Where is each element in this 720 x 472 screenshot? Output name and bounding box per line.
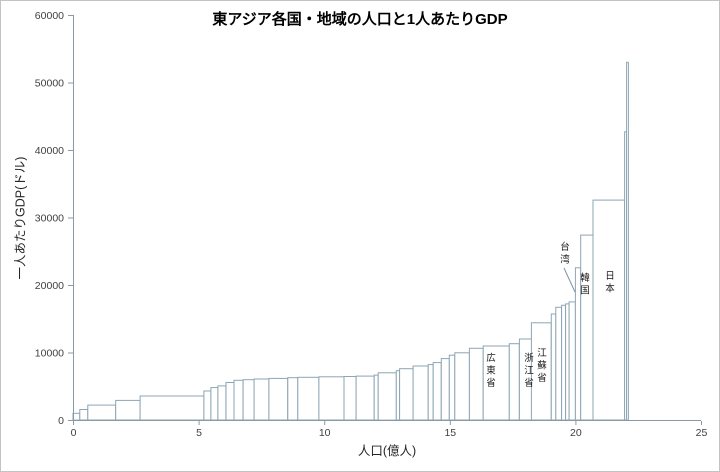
chart-bar [318, 376, 345, 421]
chart-bar [508, 343, 520, 421]
bars-group [72, 61, 629, 421]
chart-bar [355, 375, 375, 421]
chart-bar [440, 358, 450, 421]
chart-bar [139, 395, 205, 421]
chart-bar [72, 412, 81, 421]
chart-bar [555, 306, 563, 421]
chart-bar [217, 385, 227, 421]
y-tick-label: 40000 [35, 145, 64, 157]
x-tick-label: 0 [71, 427, 77, 439]
chart-bar [412, 365, 429, 421]
chart-bar [210, 387, 219, 421]
chart-bar [115, 399, 141, 421]
chart-bar [377, 372, 397, 421]
chart-bar [268, 377, 289, 421]
chart-bar [399, 368, 414, 421]
y-tick-label: 60000 [35, 10, 64, 22]
chart-bar [373, 374, 379, 421]
y-tick-label: 50000 [35, 78, 64, 90]
y-tick-label: 10000 [35, 348, 64, 360]
chart-bar [242, 379, 255, 421]
chart-bar [432, 362, 442, 421]
chart-bar [287, 377, 299, 421]
chart-bar [343, 376, 357, 421]
annotation-label-韓国: 韓国 [580, 273, 590, 297]
chart-bar [568, 301, 576, 421]
chart-bar [203, 390, 212, 421]
chart-bar [297, 376, 320, 421]
x-tick-label: 20 [570, 427, 582, 439]
x-axis-ticks: 0 5 10 15 20 25 [71, 421, 708, 439]
chart-bar-日本 [592, 199, 626, 421]
chart-bar-広東省 [482, 345, 510, 421]
x-tick-label: 5 [196, 427, 202, 439]
x-tick-label: 15 [444, 427, 456, 439]
chart-title: 東アジア各国・地域の人口と1人あたりGDP [212, 11, 508, 28]
annotation-label-江蘇省: 江蘇省 [537, 348, 547, 384]
annotation-leader-line [563, 267, 576, 293]
chart-bar-韓国 [580, 234, 594, 421]
chart-bar [233, 379, 244, 421]
annotation-label-台湾: 台湾 [560, 241, 570, 266]
chart-bar [448, 354, 456, 421]
axes-group [73, 15, 701, 421]
chart-bar [561, 304, 567, 421]
y-tick-label: 0 [58, 415, 64, 427]
annotation-label-浙江省: 浙江省 [524, 352, 534, 389]
chart-bar [79, 409, 89, 421]
chart-bar [468, 347, 484, 421]
chart-bar [565, 303, 570, 421]
y-axis-ticks: 0 10000 20000 30000 40000 50000 60000 [35, 10, 73, 427]
chart-bar [253, 378, 270, 421]
x-tick-label: 25 [696, 427, 708, 439]
x-tick-label: 10 [319, 427, 331, 439]
chart-bar [454, 352, 470, 421]
y-axis-title: 一人あたりGDP(ドル) [13, 156, 28, 280]
x-axis-title: 人口(億人) [357, 444, 417, 458]
chart-bar [550, 313, 557, 421]
chart-bar [87, 404, 117, 421]
chart-bar [626, 61, 629, 421]
y-tick-label: 30000 [35, 213, 64, 225]
chart-bar [427, 364, 434, 421]
y-tick-label: 20000 [35, 280, 64, 292]
annotation-label-日本: 日本 [605, 271, 615, 295]
chart-bar [225, 382, 235, 421]
annotation-label-広東省: 広東省 [486, 352, 496, 389]
